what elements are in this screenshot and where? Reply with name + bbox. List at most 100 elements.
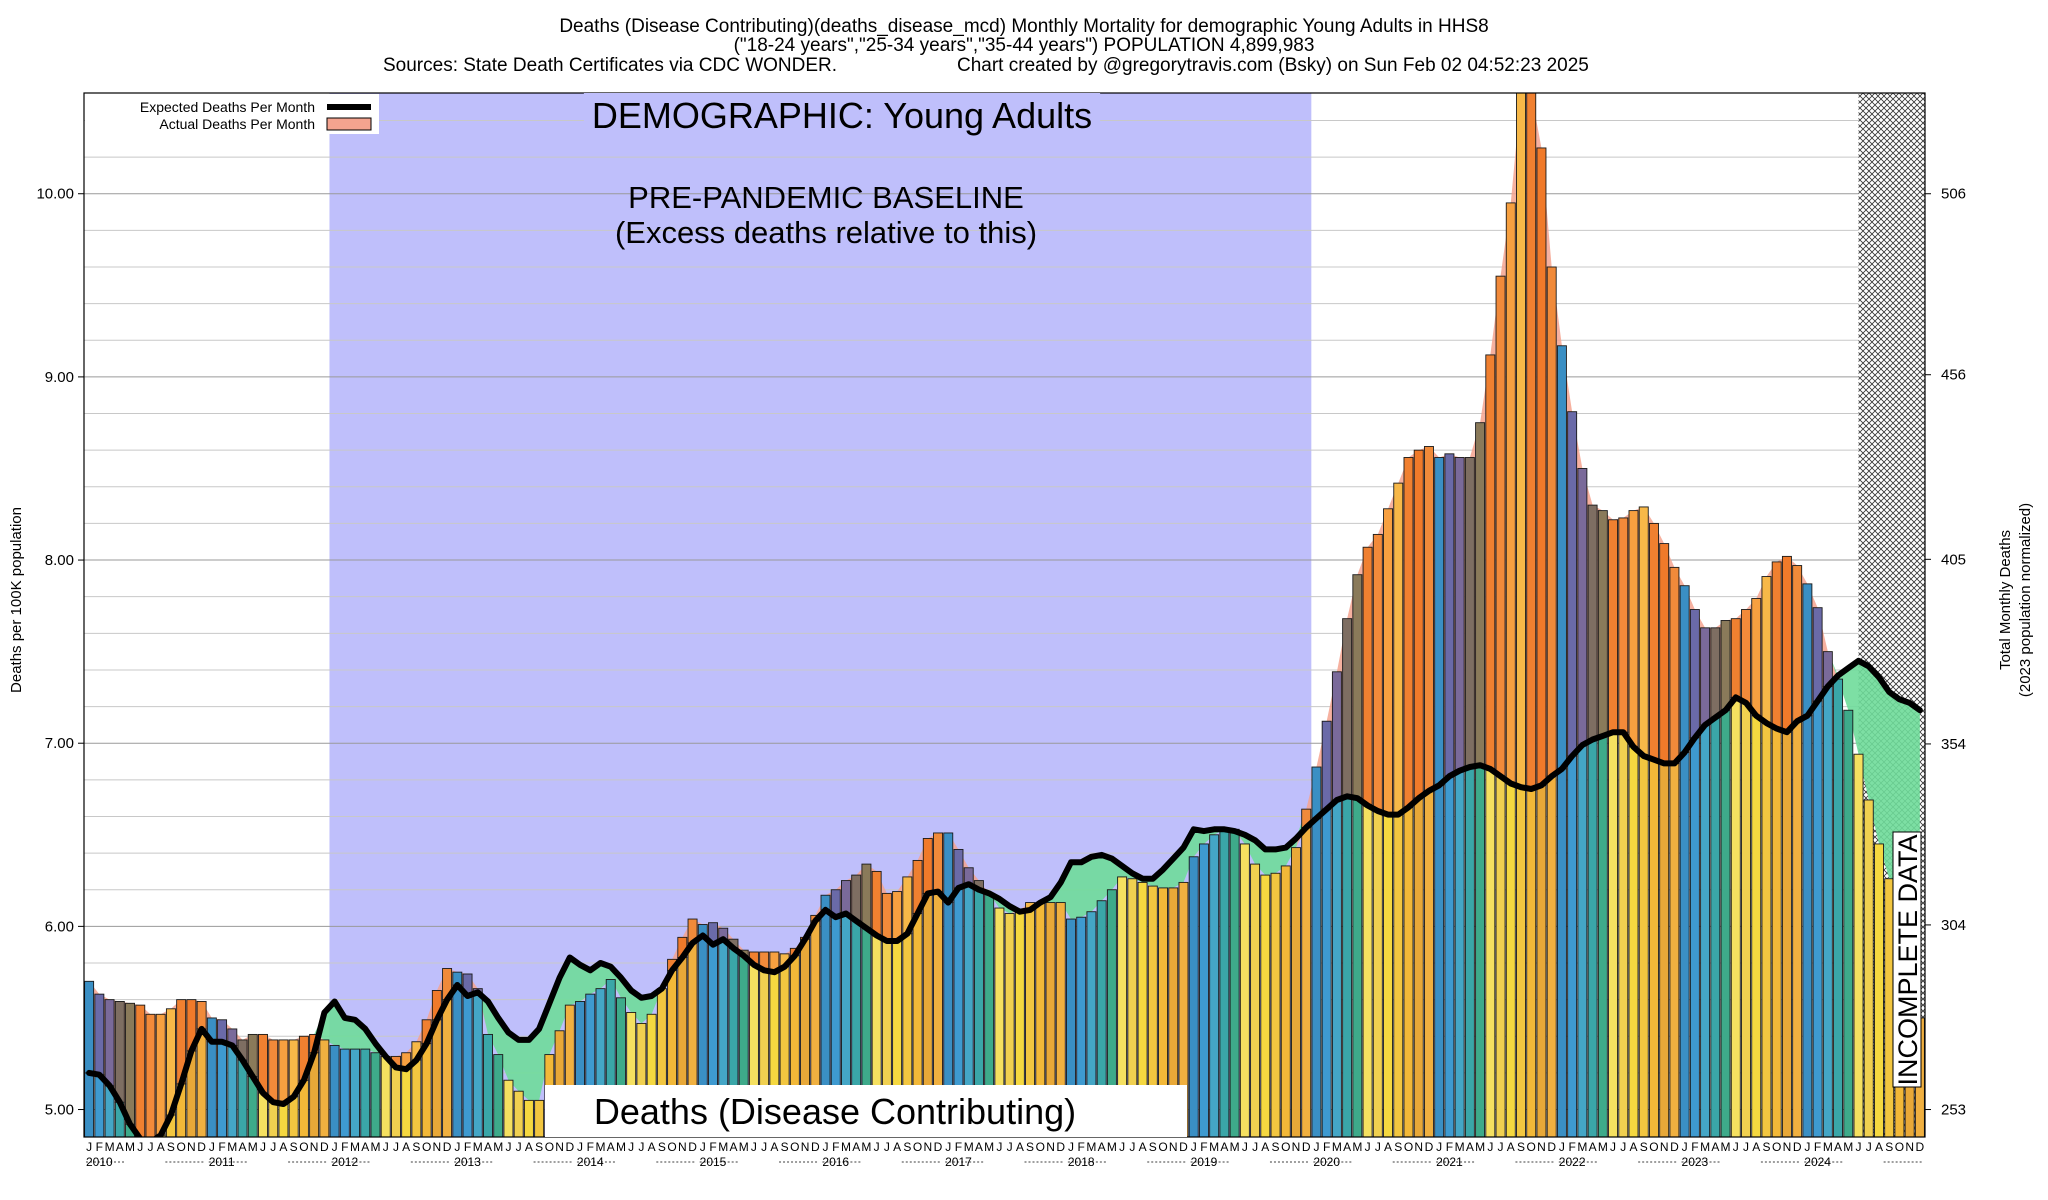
bar-expected-part — [421, 1043, 432, 1137]
bar-excess-part — [1413, 449, 1424, 799]
x-month-label: F — [587, 1140, 594, 1154]
bar-expected-part — [1659, 762, 1670, 1137]
x-month-label: D — [197, 1140, 206, 1154]
bar-month — [1771, 561, 1782, 1137]
bar-expected-part — [1168, 887, 1179, 1137]
bar-expected-part — [319, 1039, 330, 1137]
x-month-label: D — [565, 1140, 574, 1154]
bar-month — [1863, 799, 1874, 1137]
x-month-label: J — [751, 1140, 757, 1154]
x-month-label: M — [1455, 1140, 1465, 1154]
bar-expected-part — [1526, 788, 1537, 1137]
bar-excess-part — [871, 870, 882, 936]
bar-excess-part — [135, 1004, 146, 1137]
bar-month — [1321, 720, 1332, 1137]
x-month-label: J — [1682, 1140, 1688, 1154]
y-tick-label: 6.00 — [45, 918, 74, 935]
bar-expected-part — [196, 1028, 207, 1137]
x-month-label: M — [1475, 1140, 1485, 1154]
x-month-label: J — [1191, 1140, 1197, 1154]
bar-month — [1229, 828, 1240, 1137]
bar-month — [339, 1048, 350, 1137]
bar-expected-part — [1475, 764, 1486, 1137]
bar-expected-part — [1771, 728, 1782, 1137]
legend: Expected Deaths Per Month Actual Deaths … — [85, 94, 379, 134]
bar-expected-part — [1679, 751, 1690, 1137]
bar-month — [472, 988, 483, 1137]
x-month-label: O — [1772, 1140, 1781, 1154]
bar-excess-part — [1342, 618, 1353, 797]
x-month-label: A — [484, 1140, 492, 1154]
x-month-label: M — [248, 1140, 258, 1154]
bar-month — [1638, 506, 1649, 1137]
bar-expected-part — [1045, 902, 1056, 1137]
bar-expected-part — [1638, 755, 1649, 1137]
bar-expected-part — [1843, 709, 1854, 1137]
bar-excess-part — [1792, 565, 1803, 722]
bar-excess-part — [851, 874, 862, 922]
bar-expected-part — [493, 1054, 504, 1137]
bar-expected-part — [1792, 720, 1803, 1137]
bar-excess-part — [1577, 468, 1588, 746]
x-month-label: S — [535, 1140, 543, 1154]
x-month-label: F — [709, 1140, 716, 1154]
bar-excess-part — [1679, 585, 1690, 753]
x-month-label: M — [1086, 1140, 1096, 1154]
x-month-label: J — [260, 1140, 266, 1154]
title-line-4: Chart created by @gregorytravis.com (Bsk… — [957, 55, 1589, 76]
x-month-label: A — [157, 1140, 165, 1154]
x-month-label: N — [1414, 1140, 1423, 1154]
bar-expected-part — [1597, 735, 1608, 1137]
bar-expected-part — [483, 1033, 493, 1137]
bar-expected-part — [1270, 872, 1281, 1137]
bar-expected-part — [1383, 814, 1394, 1137]
bar-excess-part — [861, 863, 872, 929]
x-month-label: A — [1711, 1140, 1719, 1154]
x-month-label: A — [1343, 1140, 1351, 1154]
x-month-label: S — [903, 1140, 911, 1154]
bar-month — [534, 1099, 545, 1137]
x-month-label: J — [1007, 1140, 1013, 1154]
bar-expected-part — [1393, 814, 1404, 1137]
bar-expected-part — [1751, 715, 1762, 1137]
bar-month — [1239, 843, 1250, 1137]
bar-expected-part — [1516, 786, 1526, 1137]
bar-month — [1761, 576, 1772, 1137]
x-month-label: S — [412, 1140, 420, 1154]
bar-expected-part — [1700, 724, 1711, 1137]
bar-month — [1372, 533, 1383, 1137]
bar-expected-part — [1004, 913, 1015, 1137]
bar-month — [554, 1030, 565, 1137]
x-month-label: M — [1700, 1140, 1710, 1154]
x-month-label: A — [239, 1140, 247, 1154]
x-month-label: M — [596, 1140, 606, 1154]
title-line-2: ("18-24 years","25-34 years","35-44 year… — [734, 35, 1315, 56]
bar-expected-part — [1863, 799, 1874, 1137]
bar-expected-part — [1291, 847, 1301, 1137]
bar-excess-part — [881, 892, 892, 942]
x-month-label: N — [555, 1140, 564, 1154]
bar-excess-part — [892, 891, 903, 942]
x-month-label: J — [383, 1140, 389, 1154]
bar-expected-part — [1689, 737, 1700, 1137]
bar-excess-part — [1311, 766, 1322, 819]
bar-expected-part — [503, 1079, 514, 1137]
x-month-label: M — [1352, 1140, 1362, 1154]
bar-expected-part — [1853, 753, 1864, 1137]
x-month-label: N — [1046, 1140, 1055, 1154]
bar-month — [1096, 900, 1107, 1137]
bar-month — [1792, 565, 1803, 1137]
x-month-label: J — [1804, 1140, 1810, 1154]
bar-expected-part — [534, 1099, 545, 1137]
x-month-label: A — [1875, 1140, 1883, 1154]
bar-month — [1331, 671, 1342, 1137]
bottom-label-box — [545, 1085, 1187, 1137]
bar-month — [1526, 93, 1537, 1137]
legend-actual-swatch — [326, 117, 372, 131]
bar-expected-part — [442, 999, 453, 1137]
x-year-label: 2021 — [1436, 1155, 1463, 1169]
bar-month — [380, 1055, 391, 1137]
bar-month — [1567, 411, 1578, 1137]
bar-expected-part — [452, 984, 463, 1137]
